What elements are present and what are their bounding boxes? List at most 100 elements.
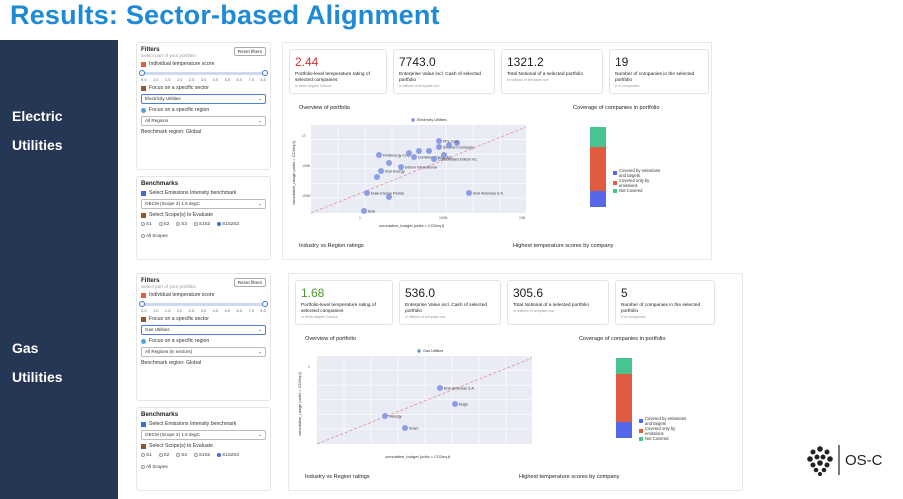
radio-dot (176, 452, 181, 457)
temperature-slider[interactable] (139, 70, 268, 76)
y-tick-label: 100B (302, 164, 311, 168)
region-label: Focus on a specific region (149, 338, 210, 344)
kpi-label: Total Notional of a selected portfolio (513, 303, 589, 308)
benchmarks-panel: Benchmarks Select Emissions Intensity ben… (136, 176, 271, 260)
scope-radio[interactable]: S1S2S3 (217, 452, 239, 457)
slider-tick: 2.0 (176, 77, 183, 82)
industry-region-title: Industry vs Region ratings (305, 474, 370, 480)
data-point (382, 413, 388, 419)
slider-min-handle[interactable] (139, 70, 145, 76)
kpi-value: 1.68 (301, 286, 325, 300)
data-point (411, 154, 417, 160)
temp-score-label: Individual temperature score (149, 61, 215, 67)
scope-radio[interactable]: S1 (141, 452, 152, 457)
temperature-slider[interactable] (139, 301, 268, 307)
coverage-segment-not-covered (590, 127, 606, 147)
scope-radio[interactable]: S1S2 (193, 221, 210, 226)
data-point (406, 150, 412, 156)
point-label: Consolidated Edison Inc. (438, 158, 478, 162)
dashboard-area: 1.68 Portfolio-level temperature rating o… (288, 273, 743, 491)
coverage-legend-label: Not Covered (619, 188, 643, 193)
scope-radio-label: S1S2S3 (222, 452, 239, 457)
slider-tick: 3.0 (200, 308, 207, 313)
benchmarks-title: Benchmarks (141, 180, 179, 187)
os-c-logo-mark (807, 445, 840, 476)
coverage-legend-label: Covered by emissions and targets (645, 416, 687, 426)
legend-dot (417, 349, 421, 353)
scope-radio[interactable]: S1S2S3 (217, 221, 239, 226)
data-point (436, 138, 442, 144)
filters-title: Filters (141, 46, 160, 53)
legend-swatch (613, 188, 617, 193)
scope-radio-label: S1 (146, 452, 152, 457)
data-point (452, 401, 458, 407)
legend-dot (411, 118, 415, 122)
slider-max-handle[interactable] (262, 70, 268, 76)
industry-region-title: Industry vs Region ratings (299, 243, 364, 249)
region-select[interactable]: All Regions ⌄ (141, 116, 266, 126)
radio-dot (158, 221, 163, 226)
region-select[interactable]: All Regions (in sectors) ⌄ (141, 347, 266, 357)
kpi-card: 1321.2 Total Notional of a selected portf… (501, 49, 603, 94)
kpi-card: 1.68 Portfolio-level temperature rating o… (295, 280, 393, 325)
kpi-sub: in millions of template curr (507, 78, 549, 82)
slider-tick: 2.5 (188, 308, 195, 313)
x-tick-label: 100M (439, 216, 448, 220)
slider-tick: 1.5 (164, 77, 171, 82)
intensity-value: OECM (Scope 3) 1.5 degC (145, 432, 200, 437)
slider-tick: 8.0 (260, 77, 266, 82)
sector-select[interactable]: Gas Utilities ⌄ (141, 325, 266, 335)
data-point (386, 194, 392, 200)
scope-radio-label: S1 (146, 221, 152, 226)
kpi-value: 1321.2 (507, 55, 544, 69)
scope-radio[interactable]: S3 (176, 221, 187, 226)
overview-title: Overview of portfolio (305, 336, 356, 342)
slider-min-handle[interactable] (139, 301, 145, 307)
coverage-segment-targets (616, 422, 632, 438)
data-point (402, 425, 408, 431)
x-axis-label: cumulative_budget (units = CO2eq.t) (385, 454, 451, 459)
intensity-select[interactable]: OECM (Scope 3) 1.5 degC ⌄ (141, 199, 266, 209)
x-tick-label: 1 (359, 216, 361, 220)
slider-tick: 3.0 (200, 77, 207, 82)
reset-filters-button[interactable]: Reset filters (233, 278, 266, 287)
sector-select[interactable]: Electricity Utilities ⌄ (141, 94, 266, 104)
legend-swatch (613, 181, 617, 185)
intensity-label: Select Emissions Intensity benchmark (149, 421, 237, 427)
kpi-value: 5 (621, 286, 628, 300)
scope-radio[interactable]: S1S2 (193, 452, 210, 457)
data-point (446, 142, 452, 148)
y-tick-label: 1T (302, 134, 306, 138)
factory-icon (141, 212, 146, 218)
legend-swatch (639, 429, 643, 433)
chevron-down-icon: ⌄ (258, 201, 262, 206)
slider-max-handle[interactable] (262, 301, 268, 307)
point-label: FirstEnergy Corp. (383, 154, 411, 158)
intensity-select[interactable]: OECM (Scope 3) 1.5 degC ⌄ (141, 430, 266, 440)
scope-radio[interactable]: S3 (176, 452, 187, 457)
slide-title: Results: Sector-based Alignment (10, 0, 440, 30)
data-point (364, 190, 370, 196)
dashboard-area: 2.44 Portfolio-level temperature rating o… (282, 42, 712, 260)
region-value: All Regions (in sectors) (145, 349, 193, 354)
coverage-bar-chart (616, 358, 632, 438)
filters-panel: Filters Select part of your portfolio Rese… (136, 273, 271, 401)
kpi-value: 2.44 (295, 55, 319, 69)
radio-dot (193, 452, 198, 457)
region-row: Focus on a specific region (141, 338, 266, 344)
scope-radio[interactable]: S2 (158, 452, 169, 457)
coverage-segment-not-covered (616, 358, 632, 374)
kpi-sub: in millions of template curr (513, 309, 555, 313)
radio-dot (193, 221, 198, 226)
scope-radio[interactable]: S1 (141, 221, 152, 226)
kpi-value: 7743.0 (399, 55, 436, 69)
scope-radio[interactable]: All Scopes (141, 464, 168, 469)
slider-tick: 0.0 (141, 308, 147, 313)
scope-radio-label: S1S2S3 (222, 221, 239, 226)
scope-radio[interactable]: S2 (158, 221, 169, 226)
region-label: Focus on a specific region (149, 107, 210, 113)
scope-radio[interactable]: All Scopes (141, 233, 168, 238)
highest-temp-title: Highest temperature scores by company (513, 243, 614, 249)
section-label-gas: Gas (12, 340, 39, 356)
reset-filters-button[interactable]: Reset filters (233, 47, 266, 56)
